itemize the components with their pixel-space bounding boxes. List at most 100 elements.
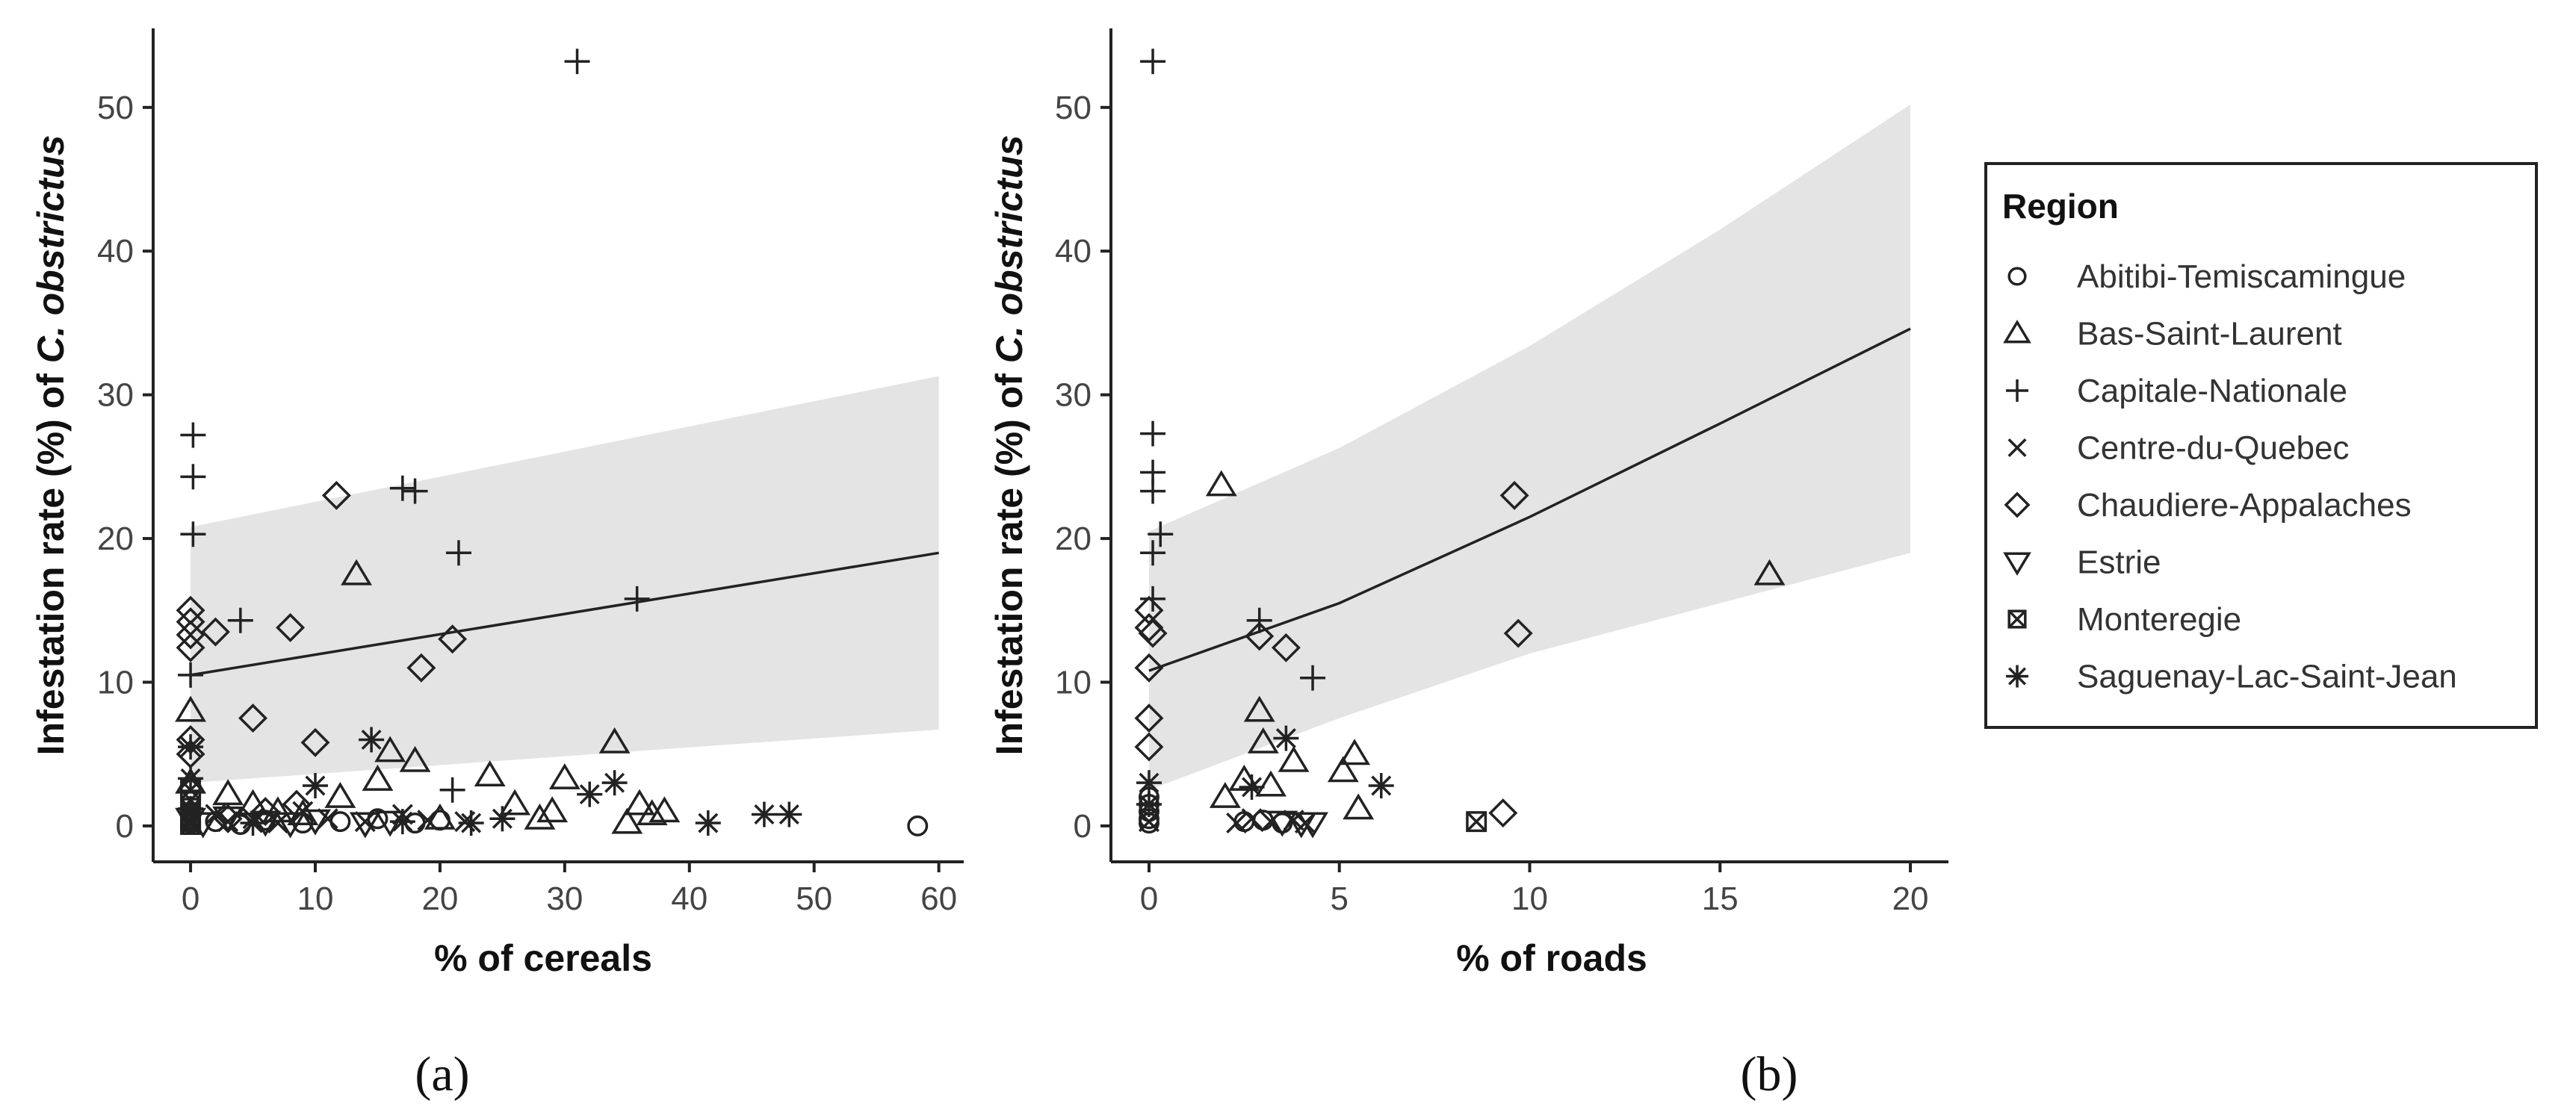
data-point bbox=[1136, 792, 1162, 818]
x-tick-label: 5 bbox=[1330, 881, 1348, 917]
data-point bbox=[439, 777, 465, 803]
data-point bbox=[1503, 618, 1533, 648]
legend-symbol bbox=[2006, 379, 2028, 402]
panel-a: 0 10 20 30 40 50 60 0 10 20 30 40 50 % of cereals In… bbox=[30, 28, 964, 1102]
series-saguenay-lac-saint-jean bbox=[178, 727, 802, 836]
x-tick-label: 40 bbox=[671, 881, 708, 917]
data-point bbox=[1226, 813, 1248, 834]
data-point bbox=[1140, 49, 1166, 75]
data-point bbox=[438, 624, 468, 654]
data-point bbox=[598, 727, 631, 754]
data-point bbox=[424, 803, 456, 830]
data-points bbox=[175, 49, 929, 839]
data-point bbox=[1148, 521, 1174, 547]
series-saguenay-lac-saint-jean bbox=[1136, 725, 1394, 818]
series-bas-saint-laurent bbox=[175, 559, 681, 834]
data-point bbox=[1266, 810, 1298, 837]
data-point bbox=[282, 789, 312, 819]
data-point bbox=[212, 779, 244, 806]
confidence-band bbox=[1148, 104, 1911, 790]
y-tick-label: 0 bbox=[1074, 808, 1092, 845]
data-point bbox=[1239, 774, 1265, 800]
ticks: 0 5 10 15 20 0 10 20 30 40 50 bbox=[1055, 90, 1928, 917]
data-point bbox=[536, 796, 569, 823]
x-tick-label: 10 bbox=[297, 881, 334, 917]
data-point bbox=[524, 803, 556, 830]
fit-line bbox=[190, 551, 939, 677]
data-point bbox=[611, 807, 643, 834]
data-point bbox=[303, 773, 328, 799]
y-tick-label: 20 bbox=[1055, 521, 1092, 557]
fit-line bbox=[1148, 327, 1911, 672]
data-point bbox=[389, 809, 415, 835]
data-point bbox=[499, 789, 531, 816]
data-point bbox=[577, 781, 603, 807]
legend-label: Bas-Saint-Laurent bbox=[2077, 316, 2342, 353]
data-point bbox=[1134, 653, 1164, 683]
series-capitale-nationale bbox=[1140, 49, 1326, 691]
data-point bbox=[695, 810, 721, 836]
data-point bbox=[1368, 773, 1394, 799]
y-tick-label: 30 bbox=[1055, 377, 1092, 414]
data-point bbox=[1140, 420, 1166, 447]
data-point bbox=[180, 464, 206, 490]
data-point bbox=[1327, 756, 1359, 783]
data-point bbox=[406, 653, 436, 683]
data-point bbox=[1140, 540, 1166, 566]
data-points bbox=[1134, 49, 1786, 839]
data-point bbox=[776, 801, 802, 827]
data-point bbox=[227, 607, 253, 633]
x-tick-label: 15 bbox=[1702, 881, 1739, 917]
data-point bbox=[1205, 470, 1237, 497]
series-monteregie bbox=[1466, 811, 1487, 833]
data-point bbox=[276, 612, 306, 642]
data-point bbox=[564, 49, 590, 75]
legend-label: Monteregie bbox=[2077, 601, 2241, 638]
data-point bbox=[648, 796, 681, 823]
data-point bbox=[1246, 607, 1272, 633]
data-point bbox=[274, 812, 306, 839]
data-point bbox=[1247, 727, 1279, 754]
data-point bbox=[751, 801, 777, 827]
data-point bbox=[601, 770, 628, 796]
legend-label: Abitibi-Temiscamingue bbox=[2077, 258, 2406, 295]
data-point bbox=[1136, 770, 1162, 796]
data-point bbox=[1134, 704, 1164, 733]
data-point bbox=[374, 736, 406, 763]
data-point bbox=[359, 727, 385, 753]
x-axis-title: % of roads bbox=[1456, 937, 1647, 979]
data-point bbox=[1243, 695, 1275, 722]
legend-entry: Bas-Saint-Laurent bbox=[2003, 316, 2342, 353]
data-point bbox=[178, 662, 204, 688]
data-point bbox=[329, 811, 351, 833]
data-point bbox=[1273, 725, 1299, 751]
data-point bbox=[458, 810, 484, 836]
x-tick-label: 50 bbox=[796, 881, 832, 917]
x-tick-label: 30 bbox=[546, 881, 583, 917]
data-point bbox=[212, 806, 244, 833]
data-point bbox=[1138, 618, 1168, 648]
data-point bbox=[176, 633, 205, 662]
legend-label: Estrie bbox=[2077, 544, 2161, 581]
confidence-ribbon bbox=[191, 376, 939, 783]
regression-line bbox=[190, 551, 939, 677]
data-point bbox=[180, 521, 206, 547]
legend-entry: Saguenay-Lac-Saint-Jean bbox=[2006, 659, 2457, 695]
y-tick-label: 50 bbox=[1055, 90, 1092, 126]
data-point bbox=[1300, 665, 1326, 691]
data-point bbox=[1140, 478, 1166, 504]
y-tick-label: 30 bbox=[97, 377, 134, 414]
legend-title: Region bbox=[2002, 187, 2119, 226]
data-point bbox=[261, 796, 294, 823]
y-tick-label: 50 bbox=[97, 90, 134, 126]
y-tick-label: 20 bbox=[97, 521, 134, 557]
data-point bbox=[1134, 612, 1164, 642]
data-point bbox=[300, 809, 331, 836]
x-tick-label: 0 bbox=[1140, 881, 1158, 917]
data-point bbox=[417, 810, 439, 831]
data-point bbox=[238, 704, 268, 733]
y-tick-label: 10 bbox=[97, 664, 134, 701]
legend-label: Capitale-Nationale bbox=[2077, 373, 2347, 409]
series-chaudiere-appalaches bbox=[1134, 480, 1533, 828]
